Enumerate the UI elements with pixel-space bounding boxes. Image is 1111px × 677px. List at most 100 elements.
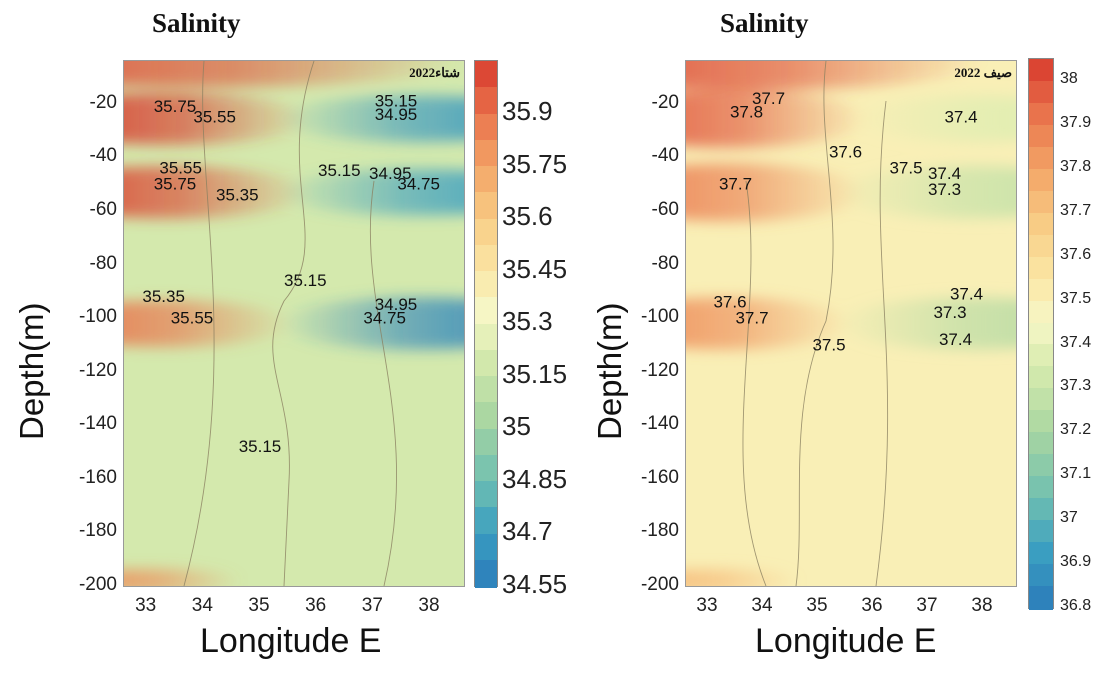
y-tick-label: -60 [89,199,117,220]
colorbar-band [1029,256,1053,281]
colorbar-tick-label: 37.7 [1060,201,1092,219]
contour-plot-area: 35.75 35.55 35.15 34.95 35.55 35.75 35.35 35.15… [123,60,465,587]
colorbar-band [1029,454,1053,478]
colorbar-band [1029,388,1053,412]
x-tick-label: 34 [751,595,773,616]
colorbar-band [1029,278,1053,303]
right-salinity-panel: Salinity Depth(m) -20 -40 -60 -80 -100 -120 -1… [555,0,1110,677]
colorbar-tick-label: 34.85 [502,463,568,494]
colorbar-band [1029,542,1053,566]
y-tick-label: -200 [78,574,117,595]
y-tick-label: -80 [651,252,679,274]
x-tick-label: 37 [916,595,938,616]
y-tick-label: -180 [78,520,117,542]
y-tick-label: -20 [651,91,679,113]
contour-label: 37.7 [719,175,752,194]
colorbar-band [1029,146,1053,171]
contour-line [742,180,767,586]
high-salinity-tongue-100m [686,297,851,350]
contour-label: 37.6 [829,142,862,161]
contour-label: 37.4 [928,164,961,183]
y-tick-label: -40 [89,145,117,167]
colorbar-band [1029,564,1053,588]
colorbar-band [1029,59,1053,83]
x-tick-label: 33 [135,595,157,616]
y-tick-label: -60 [651,199,679,220]
colorbar-tick-label: 35.6 [502,201,553,232]
colorbar [1028,58,1054,610]
colorbar-band [1029,234,1053,259]
colorbar-band [475,297,497,326]
colorbar-band [1029,212,1053,237]
x-axis-label: Longitude E [200,622,382,660]
colorbar-tick-label: 36.8 [1060,597,1092,615]
colorbar-band [1029,586,1053,610]
colorbar-band [475,402,497,431]
colorbar-band [1029,432,1053,456]
colorbar-band [1029,520,1053,544]
colorbar-band [1029,124,1053,149]
colorbar-tick-label: 37.8 [1060,157,1092,175]
contour-line [183,61,215,586]
low-salinity-tongue-50m [277,169,464,216]
y-tick-label: -80 [89,252,117,274]
contour-label: 35.75 [154,175,197,194]
contour-plot-area: 37.7 37.8 37.4 37.6 37.5 37.4 37.3 37.7 37.4 37.6… [685,60,1017,587]
colorbar-tick-label: 38 [1060,70,1078,88]
colorbar-tick-label: 37.5 [1060,289,1092,307]
y-tick-label: -100 [78,306,117,328]
low-salinity-tongue-20m [851,95,1016,142]
surface-high-band [124,61,464,87]
x-tick-label: 38 [971,595,993,616]
y-tick-label: -100 [640,306,679,328]
x-tick-label: 35 [806,595,828,616]
contour-line [369,180,398,586]
colorbar-tick-label: 37.3 [1060,377,1092,395]
colorbar-band [1029,102,1053,127]
colorbar-band [475,454,497,483]
x-tick-label: 35 [248,595,270,616]
chart-title: Salinity [152,8,241,38]
colorbar-band [1029,344,1053,369]
season-label: شتاء2022 [409,65,460,80]
contour-label: 35.55 [159,159,202,178]
y-tick-label: -140 [640,413,679,435]
colorbar-tick-label: 37.2 [1060,421,1092,439]
colorbar-tick-label: 34.7 [502,516,553,547]
y-tick-label: -140 [78,413,117,435]
colorbar-tick-label: 37.1 [1060,465,1092,483]
y-tick-label: -40 [651,145,679,167]
colorbar-band [475,218,497,247]
contour-label: 35.35 [216,185,259,204]
colorbar-band [475,349,497,378]
colorbar-band [475,533,497,562]
contour-label: 35.15 [239,437,282,456]
low-salinity-tongue-100m [277,297,464,350]
colorbar-tick-label: 37 [1060,509,1078,527]
contour-label: 34.95 [375,295,418,314]
contour-label: 37.4 [944,108,977,127]
colorbar-band [475,507,497,536]
y-tick-label: -180 [640,520,679,542]
contour-label: 37.7 [752,89,785,108]
y-tick-label: -120 [78,359,117,381]
x-tick-label: 33 [696,595,718,616]
contour-label: 35.15 [375,92,418,111]
y-tick-label: -120 [640,359,679,381]
y-tick-label: -200 [640,574,679,595]
surface-high-band [686,61,983,90]
high-salinity-tongue-50m [686,163,868,222]
x-tick-label: 36 [305,595,327,616]
y-tick-label: -160 [640,466,679,488]
colorbar-band [475,113,497,142]
contour-label: 35.55 [193,108,236,127]
contour-label: 37.8 [730,102,763,121]
contour-label: 37.5 [889,159,922,178]
contour-label: 37.6 [713,292,746,311]
colorbar-tick-label: 37.9 [1060,113,1092,131]
left-salinity-panel: Salinity Depth(m) -20 -40 -60 -80 -100 -120 -1… [0,0,567,677]
colorbar-band [475,166,497,194]
colorbar-band [475,271,497,299]
high-salinity-tongue-20m [124,92,311,145]
colorbar-band [1029,476,1053,500]
